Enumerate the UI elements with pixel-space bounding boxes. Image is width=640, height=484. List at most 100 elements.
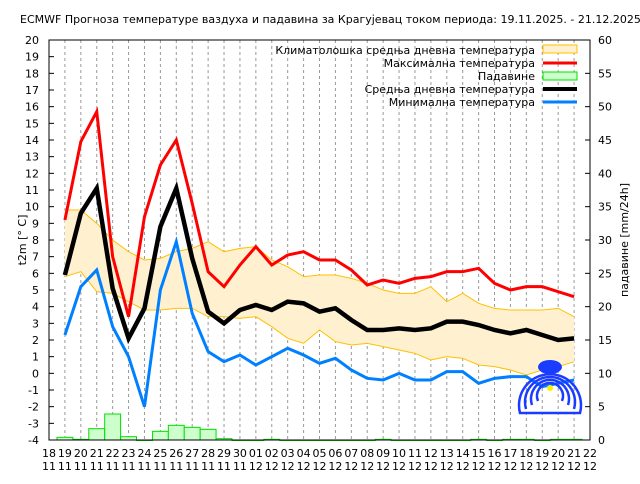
y-tick-label: 20 xyxy=(25,34,39,47)
precip-bar xyxy=(199,428,217,441)
x-tick-label-day: 18 xyxy=(42,447,56,460)
x-tick-label-month: 12 xyxy=(503,460,517,473)
y2-tick-label: 0 xyxy=(598,434,605,447)
x-tick-label-month: 11 xyxy=(42,460,56,473)
x-tick-label-month: 12 xyxy=(265,460,279,473)
climate-band-upper xyxy=(64,209,575,318)
x-tick-label-month: 11 xyxy=(217,460,231,473)
x-tick-label-month: 12 xyxy=(392,460,406,473)
y2-tick-label: 15 xyxy=(598,334,612,347)
y-tick-label: 19 xyxy=(25,51,39,64)
x-tick-label-day: 27 xyxy=(185,447,199,460)
x-tick-label-month: 12 xyxy=(472,460,486,473)
y-tick-label: -1 xyxy=(28,384,39,397)
y-tick-label: -2 xyxy=(28,401,39,414)
precip-bar xyxy=(151,430,169,441)
x-tick-label-day: 20 xyxy=(74,447,88,460)
x-tick-label-month: 11 xyxy=(185,460,199,473)
y-tick-label: 16 xyxy=(25,101,39,114)
legend-label-precip: Падавине xyxy=(478,70,535,83)
legend-label-max: Максимална температура xyxy=(384,57,535,70)
x-tick-label-month: 12 xyxy=(551,460,565,473)
y-tick-label: 6 xyxy=(32,267,39,280)
x-tick-label-day: 26 xyxy=(169,447,183,460)
x-tick-label-month: 11 xyxy=(90,460,104,473)
y2-tick-label: 5 xyxy=(598,401,605,414)
x-tick-label-day: 05 xyxy=(313,447,327,460)
x-tick-label-day: 14 xyxy=(456,447,470,460)
x-tick-label-month: 12 xyxy=(583,460,597,473)
x-tick-label-month: 12 xyxy=(281,460,295,473)
legend-swatch-climate xyxy=(542,44,578,54)
y-axis-label: t2m [° C] xyxy=(16,215,29,266)
chart-title: ECMWF Прогноза температуре ваздуха и пад… xyxy=(20,13,640,26)
x-tick-label-month: 11 xyxy=(122,460,136,473)
y-tick-label: 18 xyxy=(25,67,39,80)
x-tick-label-month: 12 xyxy=(408,460,422,473)
y2-tick-label: 55 xyxy=(598,67,612,80)
legend-swatch-precip xyxy=(542,71,578,81)
precip-bar xyxy=(104,413,122,441)
series-line-1 xyxy=(62,180,575,345)
y-tick-label: 1 xyxy=(32,351,39,364)
x-tick-label-day: 25 xyxy=(153,447,167,460)
x-tick-label-day: 21 xyxy=(567,447,581,460)
y-tick-label: 5 xyxy=(32,284,39,297)
x-tick-label-month: 11 xyxy=(74,460,88,473)
x-tick-label-month: 12 xyxy=(488,460,502,473)
x-tick-label-day: 01 xyxy=(249,447,263,460)
y-tick-label: 2 xyxy=(32,334,39,347)
x-tick-label-day: 24 xyxy=(137,447,151,460)
x-tick-label-day: 10 xyxy=(392,447,406,460)
x-tick-label-month: 12 xyxy=(535,460,549,473)
logo xyxy=(517,360,583,415)
x-tick-label-month: 12 xyxy=(519,460,533,473)
y-tick-label: -3 xyxy=(28,417,39,430)
plot-area: -4-3-2-101234567891011121314151617181920… xyxy=(25,34,612,473)
legend-label-min: Минимална температура xyxy=(389,96,535,109)
x-tick-label-day: 13 xyxy=(440,447,454,460)
series-line-2 xyxy=(63,236,575,408)
x-tick-label-day: 20 xyxy=(551,447,565,460)
y2-tick-label: 35 xyxy=(598,201,612,214)
x-tick-label-day: 11 xyxy=(408,447,422,460)
x-tick-label-month: 12 xyxy=(344,460,358,473)
y-tick-label: 12 xyxy=(25,167,39,180)
x-tick-label-month: 11 xyxy=(169,460,183,473)
y2-tick-label: 40 xyxy=(598,167,612,180)
climate-band-lower xyxy=(64,271,575,376)
x-tick-label-day: 09 xyxy=(376,447,390,460)
x-tick-label-month: 12 xyxy=(328,460,342,473)
legend-label-mean: Средња дневна температура xyxy=(365,83,535,96)
x-tick-label-day: 19 xyxy=(535,447,549,460)
precip-bar xyxy=(88,428,106,441)
x-tick-label-day: 03 xyxy=(281,447,295,460)
x-tick-label-day: 12 xyxy=(424,447,438,460)
x-tick-label-month: 12 xyxy=(567,460,581,473)
y2-axis-label: падавине [mm/24h] xyxy=(618,183,631,297)
y-tick-label: -4 xyxy=(28,434,39,447)
x-tick-label-day: 30 xyxy=(233,447,247,460)
y2-tick-label: 30 xyxy=(598,234,612,247)
y-tick-label: 9 xyxy=(32,217,39,230)
y2-tick-label: 45 xyxy=(598,134,612,147)
x-tick-label-month: 11 xyxy=(201,460,215,473)
x-tick-label-day: 08 xyxy=(360,447,374,460)
x-tick-label-day: 29 xyxy=(217,447,231,460)
y-tick-label: 14 xyxy=(25,134,39,147)
x-tick-label-month: 12 xyxy=(297,460,311,473)
x-tick-label-day: 16 xyxy=(488,447,502,460)
x-tick-label-month: 11 xyxy=(58,460,72,473)
legend-label-climate: Климатолошка средња дневна температура xyxy=(275,44,535,57)
precip-bar xyxy=(183,426,201,441)
x-tick-label-month: 11 xyxy=(137,460,151,473)
x-tick-label-day: 21 xyxy=(90,447,104,460)
y-tick-label: 15 xyxy=(25,117,39,130)
y-tick-label: 7 xyxy=(32,251,39,264)
x-tick-label-day: 23 xyxy=(122,447,136,460)
y-tick-label: 13 xyxy=(25,151,39,164)
x-tick-label-day: 17 xyxy=(503,447,517,460)
x-tick-label-month: 11 xyxy=(153,460,167,473)
y-tick-label: 17 xyxy=(25,84,39,97)
